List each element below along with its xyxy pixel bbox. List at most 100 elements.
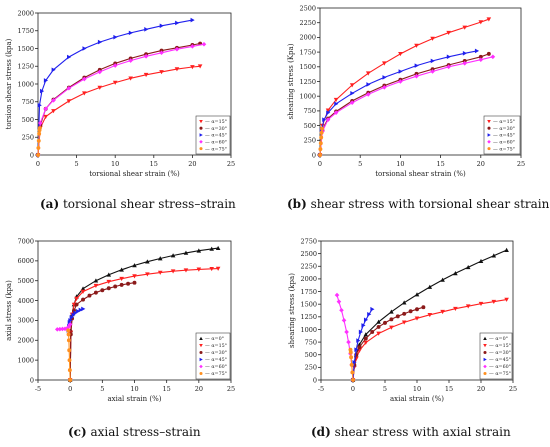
data-point-d-1 [504, 297, 509, 302]
legend-marker-d-1 [483, 344, 487, 348]
data-point-b-2 [398, 69, 403, 74]
legend-marker-c-1 [199, 344, 203, 348]
caption-c: (c) axial stress–strain [68, 425, 201, 439]
data-point-d-2 [408, 309, 413, 314]
data-point-b-3 [462, 60, 468, 66]
legend-label-b-4: — α=75° [493, 146, 515, 152]
x-tick-label-c: -5 [35, 385, 41, 393]
data-point-a-0 [174, 67, 180, 72]
data-point-d-0 [440, 277, 445, 282]
data-point-d-2 [383, 320, 387, 325]
data-point-c-5 [67, 358, 72, 363]
data-point-d-4 [339, 307, 344, 313]
legend-marker-c-3 [199, 357, 203, 362]
data-point-c-0 [80, 286, 86, 291]
data-point-d-0 [465, 264, 471, 270]
data-point-c-2 [100, 288, 105, 293]
data-point-b-3 [398, 79, 403, 84]
data-point-d-2 [395, 314, 400, 319]
data-point-b-0 [430, 36, 435, 41]
data-point-a-0 [159, 70, 164, 75]
y-tick-label-a: 250 [22, 134, 34, 142]
data-point-d-1 [389, 325, 394, 330]
data-point-d-0 [453, 271, 458, 276]
data-point-d-1 [427, 312, 433, 318]
caption-b-text: shear stress with torsional shear strain [306, 197, 550, 211]
data-point-a-2 [190, 17, 195, 23]
y-tick-label-b: 500 [304, 122, 316, 130]
data-point-b-4 [318, 141, 323, 146]
data-point-b-2 [334, 101, 339, 107]
data-point-b-0 [382, 61, 387, 66]
data-point-b-0 [478, 20, 484, 25]
data-point-d-0 [414, 292, 420, 297]
series-d-2 [351, 305, 426, 382]
y-tick-label-b: 1000 [299, 93, 316, 101]
data-point-c-2 [132, 280, 137, 285]
data-point-c-2 [126, 281, 131, 286]
data-point-a-2 [144, 27, 149, 32]
data-point-a-4 [36, 138, 41, 143]
data-point-a-3 [66, 85, 72, 91]
series-line-d-3 [352, 308, 373, 381]
data-point-b-0 [365, 71, 371, 76]
legend-marker-c-0 [199, 336, 203, 340]
x-axis-label-b: torsional shear strain (%) [375, 170, 466, 178]
series-a-4 [36, 126, 42, 157]
caption-d-text: shear stress with axial strain [330, 425, 511, 439]
x-tick-label-c: 0 [68, 385, 72, 393]
legend-label-d-4: — α=60° [489, 364, 511, 370]
data-point-d-2 [363, 336, 368, 341]
data-point-b-3 [382, 85, 387, 90]
data-point-a-3 [38, 120, 43, 126]
y-axis-label-d: shearing stress (kpa) [288, 273, 296, 348]
data-point-a-2 [40, 88, 45, 94]
caption-a-letter: (a) [40, 197, 60, 211]
legend-marker-c-2 [199, 350, 203, 355]
y-tick-label-a: 500 [22, 116, 34, 124]
data-point-a-4 [37, 131, 42, 136]
y-tick-label-b: 2500 [299, 4, 316, 12]
data-point-b-1 [478, 54, 483, 59]
x-axis-label-d: axial strain (%) [390, 395, 444, 403]
data-point-c-1 [145, 272, 150, 277]
data-point-c-5 [66, 332, 71, 337]
legend-marker-a-2 [199, 133, 203, 137]
legend-marker-b-2 [487, 133, 491, 137]
y-tick-label-b: 250 [304, 137, 316, 145]
series-line-c-5 [67, 330, 71, 381]
y-tick-label-c: 6000 [17, 257, 34, 265]
data-point-b-3 [446, 64, 451, 70]
series-b-4 [318, 126, 324, 157]
series-line-d-4 [336, 294, 354, 381]
data-point-c-5 [68, 378, 73, 382]
data-point-a-3 [128, 58, 133, 63]
data-point-c-3 [68, 318, 73, 323]
y-tick-label-c: 4000 [17, 297, 34, 305]
y-tick-label-c: 2000 [17, 337, 34, 345]
legend-marker-a-3 [199, 140, 203, 144]
data-point-d-1 [440, 309, 445, 315]
series-line-b-2 [319, 50, 477, 156]
data-point-d-4 [334, 292, 340, 298]
data-point-c-2 [106, 286, 111, 291]
x-tick-label-b: 20 [477, 160, 485, 168]
data-point-d-2 [415, 307, 419, 312]
data-point-b-3 [365, 92, 371, 97]
data-point-d-4 [344, 329, 349, 335]
data-point-c-3 [78, 307, 83, 313]
x-axis-label-a: torsional shear strain (%) [89, 170, 180, 178]
data-point-d-5 [348, 347, 353, 352]
series-b-0 [317, 17, 492, 158]
data-point-b-1 [486, 51, 491, 56]
x-tick-label-b: 10 [396, 160, 404, 168]
legend-label-b-2: — α=45° [493, 133, 515, 139]
legend-marker-c-5 [199, 371, 203, 376]
data-point-b-1 [430, 67, 435, 72]
series-line-a-3 [37, 43, 205, 156]
data-point-d-5 [350, 370, 355, 375]
data-point-b-3 [349, 100, 355, 105]
data-point-b-1 [462, 58, 467, 63]
data-point-a-2 [175, 20, 180, 26]
x-tick-label-c: 15 [163, 385, 171, 393]
